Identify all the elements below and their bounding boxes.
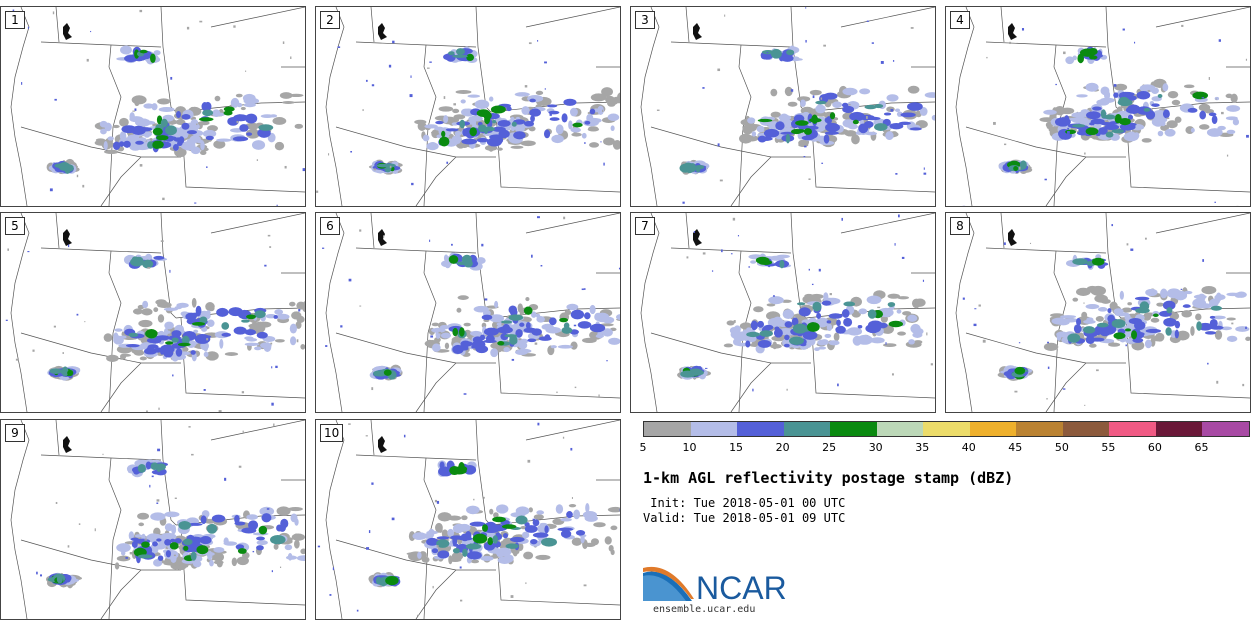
stamp-panel-3: 3 <box>630 6 936 207</box>
map-10 <box>316 420 620 619</box>
colorbar-tick: 35 <box>915 441 929 454</box>
map-7 <box>631 213 935 412</box>
colorbar-ticks: 5 10 15 20 25 30 35 40 45 50 55 60 65 <box>643 441 1248 455</box>
panel-label: 10 <box>320 424 343 442</box>
panel-label: 1 <box>5 11 25 29</box>
ncar-logo: NCAR <box>642 563 792 605</box>
stamp-panel-6: 6 <box>315 212 621 413</box>
colorbar-segment <box>784 422 831 436</box>
colorbar-segment <box>737 422 784 436</box>
map-5 <box>1 213 305 412</box>
panel-label: 6 <box>320 217 340 235</box>
map-3 <box>631 7 935 206</box>
stamp-panel-1: 1 <box>0 6 306 207</box>
init-time: Init: Tue 2018-05-01 00 UTC <box>643 496 845 510</box>
colorbar-segment <box>830 422 877 436</box>
colorbar-tick: 30 <box>869 441 883 454</box>
colorbar-tick: 60 <box>1148 441 1162 454</box>
colorbar-tick: 5 <box>640 441 647 454</box>
colorbar-segment <box>1109 422 1156 436</box>
svg-text:NCAR: NCAR <box>696 570 787 605</box>
map-4 <box>946 7 1250 206</box>
stamp-panel-9: 9 <box>0 419 306 620</box>
colorbar-tick: 55 <box>1101 441 1115 454</box>
colorbar-segment <box>1202 422 1249 436</box>
colorbar-segment <box>691 422 738 436</box>
panel-label: 3 <box>635 11 655 29</box>
colorbar-segment <box>1156 422 1203 436</box>
reflectivity-colorbar <box>643 421 1250 437</box>
panel-label: 8 <box>950 217 970 235</box>
colorbar-segment <box>923 422 970 436</box>
panel-label: 4 <box>950 11 970 29</box>
colorbar-tick: 15 <box>729 441 743 454</box>
map-8 <box>946 213 1250 412</box>
colorbar-tick: 45 <box>1008 441 1022 454</box>
colorbar-tick: 40 <box>962 441 976 454</box>
panel-label: 7 <box>635 217 655 235</box>
stamp-panel-10: 10 <box>315 419 621 620</box>
panel-label: 9 <box>5 424 25 442</box>
map-6 <box>316 213 620 412</box>
panel-label: 2 <box>320 11 340 29</box>
colorbar-segment <box>644 422 691 436</box>
stamp-panel-8: 8 <box>945 212 1251 413</box>
stamp-panel-2: 2 <box>315 6 621 207</box>
stamp-panel-5: 5 <box>0 212 306 413</box>
valid-time: Valid: Tue 2018-05-01 09 UTC <box>643 511 845 525</box>
colorbar-tick: 50 <box>1055 441 1069 454</box>
panel-label: 5 <box>5 217 25 235</box>
stamp-panel-7: 7 <box>630 212 936 413</box>
logo-url: ensemble.ucar.edu <box>653 604 755 615</box>
colorbar-segment <box>1016 422 1063 436</box>
colorbar-segment <box>877 422 924 436</box>
colorbar-tick: 25 <box>822 441 836 454</box>
colorbar-tick: 20 <box>776 441 790 454</box>
map-9 <box>1 420 305 619</box>
colorbar-segment <box>1063 422 1110 436</box>
colorbar-tick: 10 <box>683 441 697 454</box>
map-2 <box>316 7 620 206</box>
figure-title: 1-km AGL reflectivity postage stamp (dBZ… <box>643 469 1013 487</box>
colorbar-segment <box>970 422 1017 436</box>
map-1 <box>1 7 305 206</box>
colorbar-tick: 65 <box>1194 441 1208 454</box>
stamp-panel-4: 4 <box>945 6 1251 207</box>
